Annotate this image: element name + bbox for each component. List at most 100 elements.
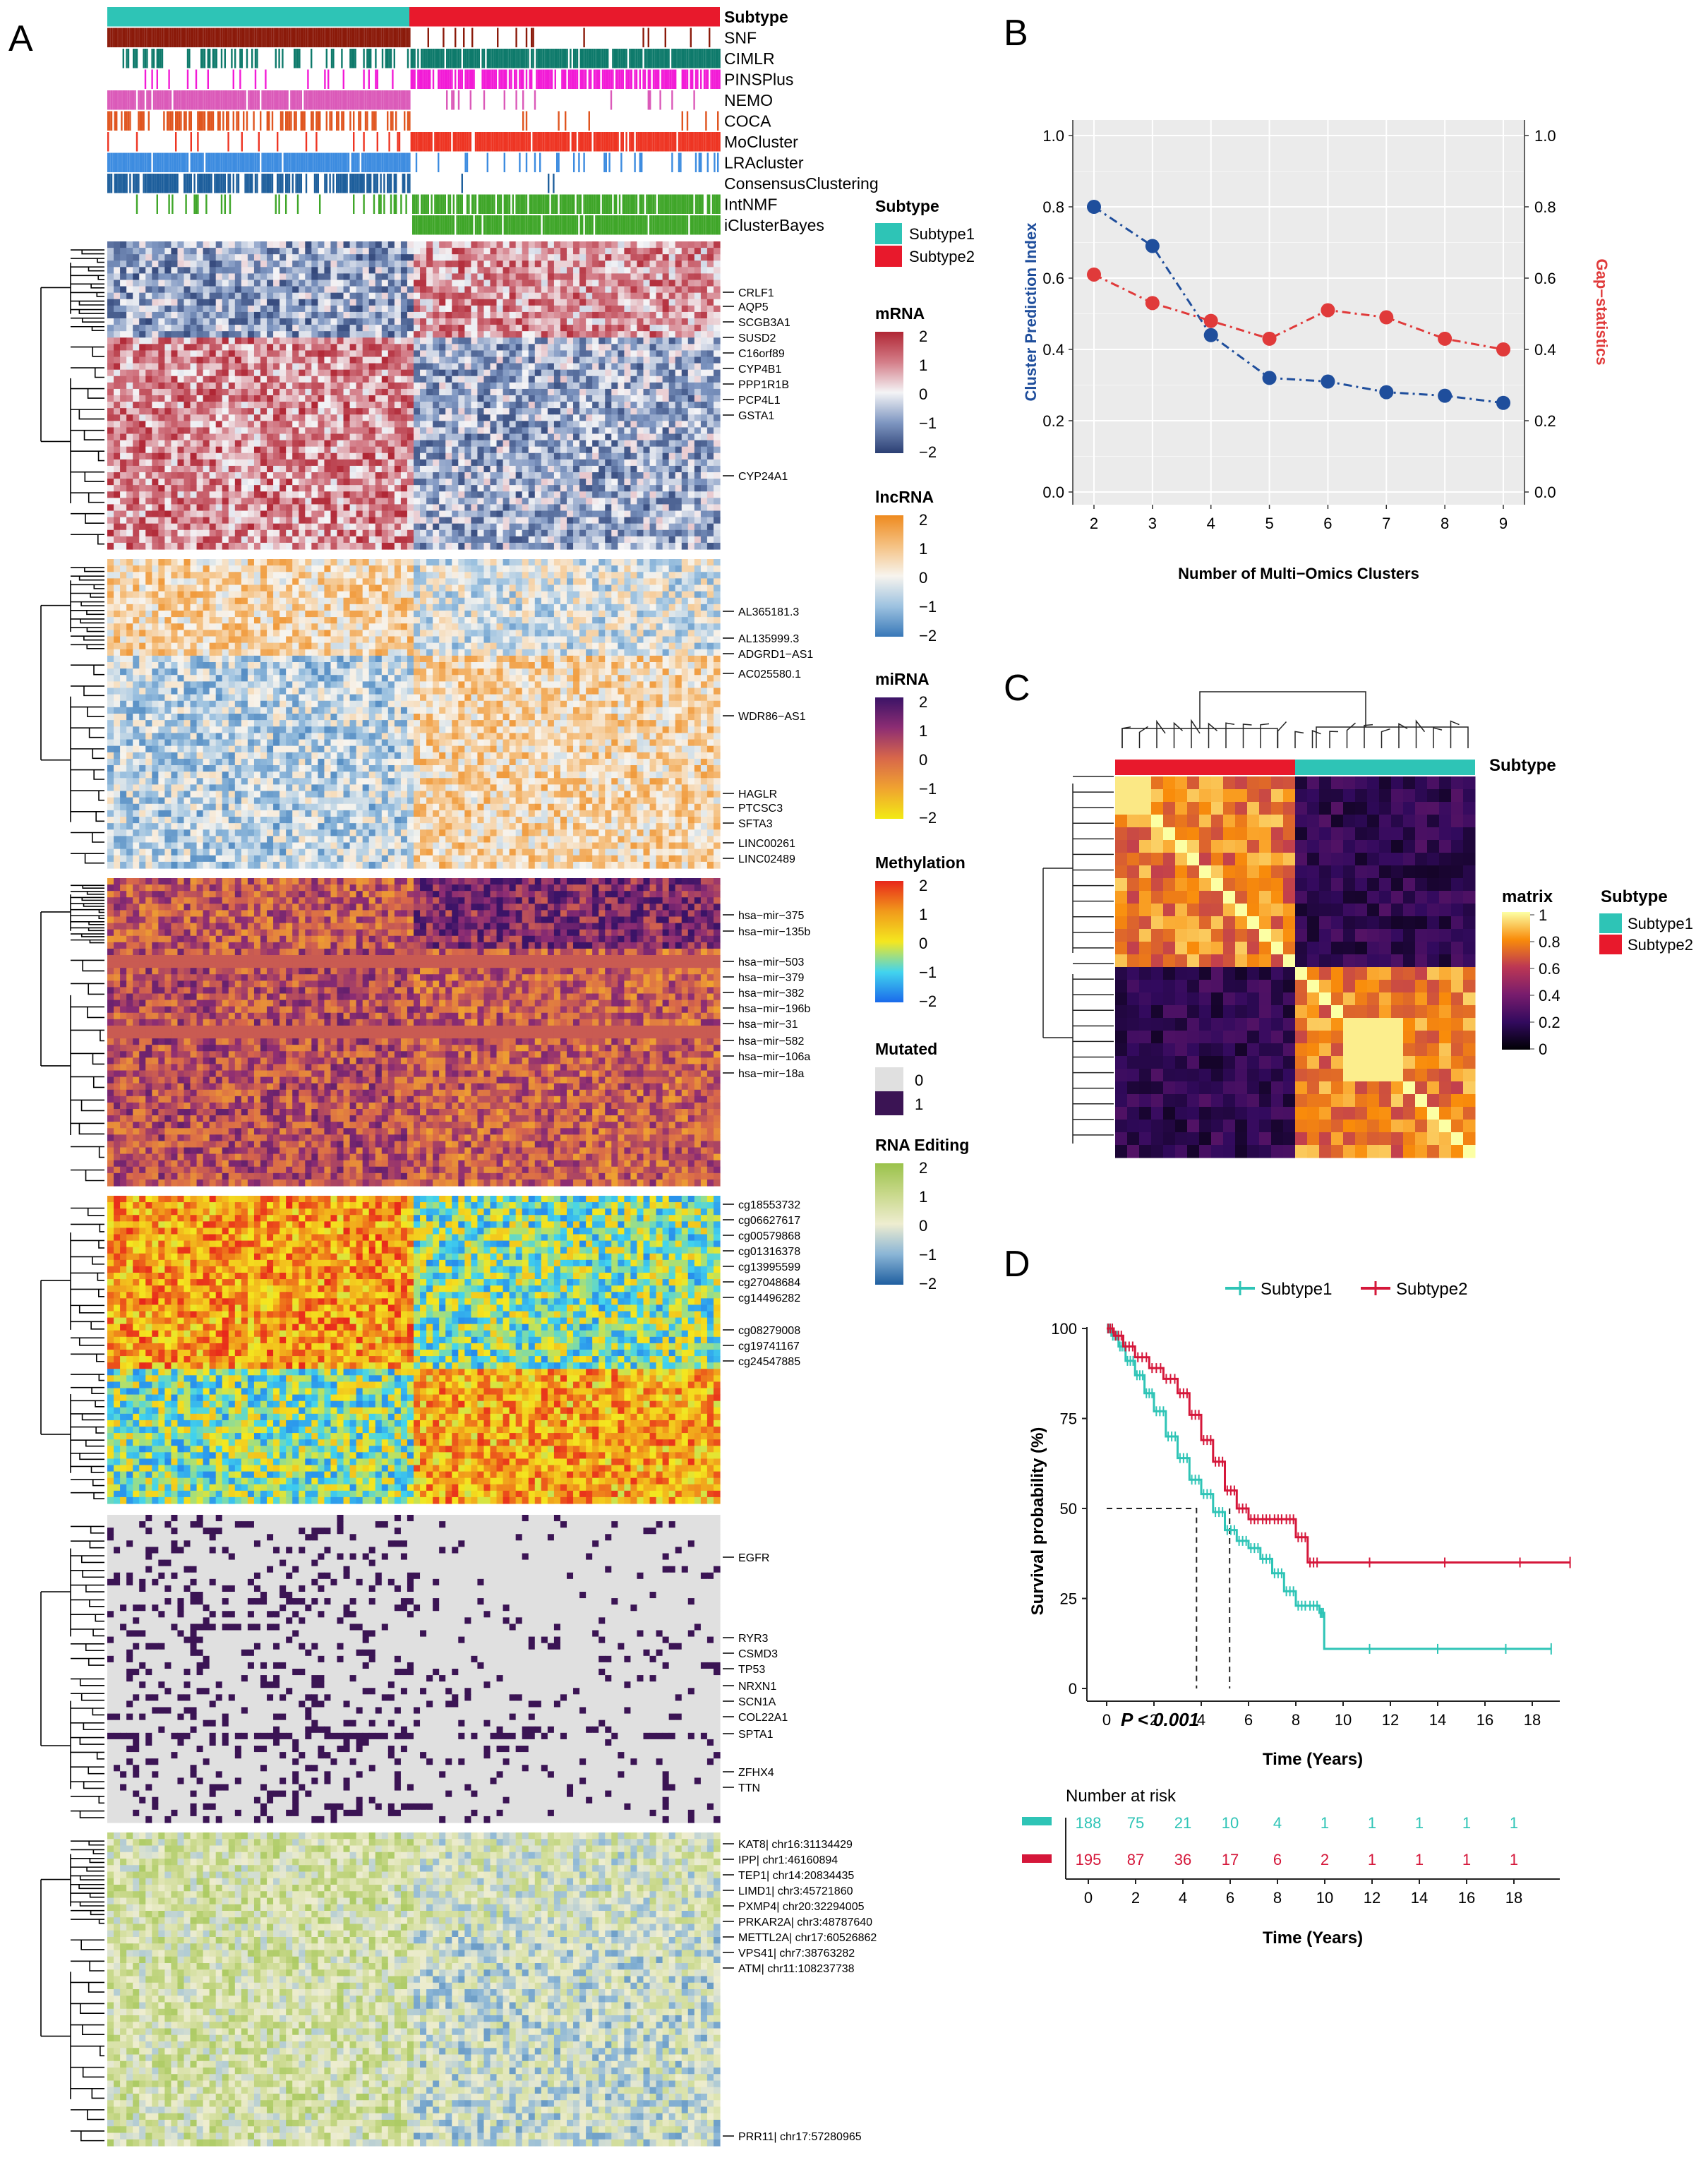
omics-heatmaps: CRLF1AQP5SCGB3A1SUSD2C16orf89CYP4B1PPP1R… bbox=[41, 241, 877, 2147]
matrix-cell bbox=[1259, 1005, 1272, 1019]
matrix-cell bbox=[1127, 980, 1140, 993]
matrix-cell bbox=[1355, 891, 1368, 904]
cluster-number-plot: 1.0 1.00.8 0.80.6 0.60.4 0.40.2 0.20.0 0.02 3 4 5… bbox=[1022, 120, 1611, 582]
matrix-cell bbox=[1199, 954, 1212, 968]
matrix-cell bbox=[1115, 865, 1128, 879]
matrix-cell bbox=[1451, 865, 1464, 879]
matrix-cell bbox=[1391, 1120, 1404, 1133]
b-ytick-right: 0.4 bbox=[1534, 341, 1556, 359]
matrix-cell bbox=[1427, 1018, 1440, 1031]
matrix-cell bbox=[1211, 1056, 1224, 1069]
matrix-cell bbox=[1163, 891, 1176, 904]
legend-tick: −2 bbox=[919, 992, 937, 1010]
matrix-cell bbox=[1223, 992, 1236, 1006]
matrix-cell bbox=[1355, 1081, 1368, 1095]
legend-tick: 0 bbox=[919, 1217, 927, 1235]
matrix-cell bbox=[1319, 1056, 1332, 1069]
matrix-cell bbox=[1199, 1005, 1212, 1019]
risk-count-subtype1: 1 bbox=[1321, 1814, 1329, 1832]
matrix-cell bbox=[1331, 840, 1344, 853]
matrix-cell bbox=[1187, 1005, 1200, 1019]
matrix-cell bbox=[1343, 954, 1356, 968]
matrix-cell bbox=[1379, 865, 1392, 879]
matrix-cell bbox=[1127, 878, 1140, 892]
matrix-cell bbox=[1283, 840, 1296, 853]
matrix-cell bbox=[1175, 865, 1188, 879]
matrix-cell bbox=[1223, 776, 1236, 790]
row-dendrogram bbox=[41, 1841, 104, 2140]
data-point bbox=[1438, 332, 1452, 346]
matrix-cell bbox=[1139, 954, 1152, 968]
matrix-cell bbox=[1331, 802, 1344, 815]
matrix-cell bbox=[1151, 1120, 1164, 1133]
matrix-cell bbox=[1391, 1018, 1404, 1031]
matrix-cell bbox=[1187, 827, 1200, 841]
matrix-cell bbox=[1343, 1056, 1356, 1069]
matrix-cell bbox=[1235, 1094, 1248, 1108]
matrix-cell bbox=[1331, 865, 1344, 879]
matrix-cell bbox=[1211, 1145, 1224, 1158]
matrix-cell bbox=[1175, 916, 1188, 930]
matrix-cell bbox=[1343, 853, 1356, 866]
matrix-cell bbox=[1307, 967, 1320, 980]
matrix-cell bbox=[1127, 1132, 1140, 1146]
matrix-cell bbox=[1379, 929, 1392, 942]
gene-label: hsa−mir−379 bbox=[738, 972, 804, 984]
gene-label: COL22A1 bbox=[738, 1712, 788, 1724]
colorbar bbox=[875, 515, 903, 637]
matrix-cell bbox=[1427, 1145, 1440, 1158]
matrix-cell bbox=[1259, 1031, 1272, 1044]
matrix-cell bbox=[1403, 954, 1416, 968]
matrix-cell bbox=[1307, 1107, 1320, 1120]
matrix-cell bbox=[1271, 1031, 1284, 1044]
matrix-cell bbox=[1391, 891, 1404, 904]
matrix-cell bbox=[1283, 1107, 1296, 1120]
matrix-cell bbox=[1175, 942, 1188, 955]
matrix-cell bbox=[1355, 853, 1368, 866]
matrix-cell bbox=[1139, 1120, 1152, 1133]
track-label: MoCluster bbox=[724, 133, 798, 151]
matrix-cell bbox=[1343, 1031, 1356, 1044]
gene-label: cg27048684 bbox=[738, 1277, 800, 1289]
matrix-cell bbox=[1211, 1031, 1224, 1044]
matrix-cell bbox=[1391, 802, 1404, 815]
matrix-cell bbox=[1139, 878, 1152, 892]
matrix-cell bbox=[1451, 992, 1464, 1006]
matrix-cell bbox=[1343, 992, 1356, 1006]
risk-xtick: 2 bbox=[1131, 1889, 1140, 1907]
matrix-cell bbox=[1427, 1094, 1440, 1108]
matrix-cell bbox=[1283, 853, 1296, 866]
matrix-cell bbox=[1319, 840, 1332, 853]
matrix-cell bbox=[1403, 1145, 1416, 1158]
matrix-cell bbox=[1355, 967, 1368, 980]
matrix-cell bbox=[1151, 980, 1164, 993]
matrix-cell bbox=[1259, 942, 1272, 955]
matrix-cell bbox=[1367, 1069, 1380, 1082]
gene-label: METTL2A| chr17:60526862 bbox=[738, 1932, 877, 1944]
matrix-cell bbox=[1295, 840, 1308, 853]
matrix-cell bbox=[1271, 1056, 1284, 1069]
matrix-cell bbox=[1463, 904, 1476, 917]
matrix-cell bbox=[1367, 891, 1380, 904]
matrix-cell bbox=[1187, 891, 1200, 904]
matrix-cell bbox=[1331, 1005, 1344, 1019]
annotation-track-mocluster: MoCluster bbox=[107, 132, 798, 152]
matrix-cell bbox=[1367, 967, 1380, 980]
matrix-cell bbox=[1355, 942, 1368, 955]
matrix-cell bbox=[1271, 929, 1284, 942]
matrix-cell bbox=[1235, 865, 1248, 879]
matrix-cell bbox=[1463, 1107, 1476, 1120]
matrix-cell bbox=[1451, 916, 1464, 930]
matrix-cell bbox=[1235, 967, 1248, 980]
matrix-cell bbox=[1331, 967, 1344, 980]
matrix-cell bbox=[1343, 1107, 1356, 1120]
matrix-cell bbox=[1223, 980, 1236, 993]
matrix-cell bbox=[1235, 929, 1248, 942]
matrix-cell bbox=[1319, 1081, 1332, 1095]
matrix-cell bbox=[1259, 802, 1272, 815]
matrix-cell bbox=[1115, 789, 1128, 803]
matrix-cell bbox=[1331, 1107, 1344, 1120]
matrix-cell bbox=[1427, 1056, 1440, 1069]
gene-label: AQP5 bbox=[738, 301, 769, 313]
d-ytick: 25 bbox=[1060, 1590, 1077, 1608]
